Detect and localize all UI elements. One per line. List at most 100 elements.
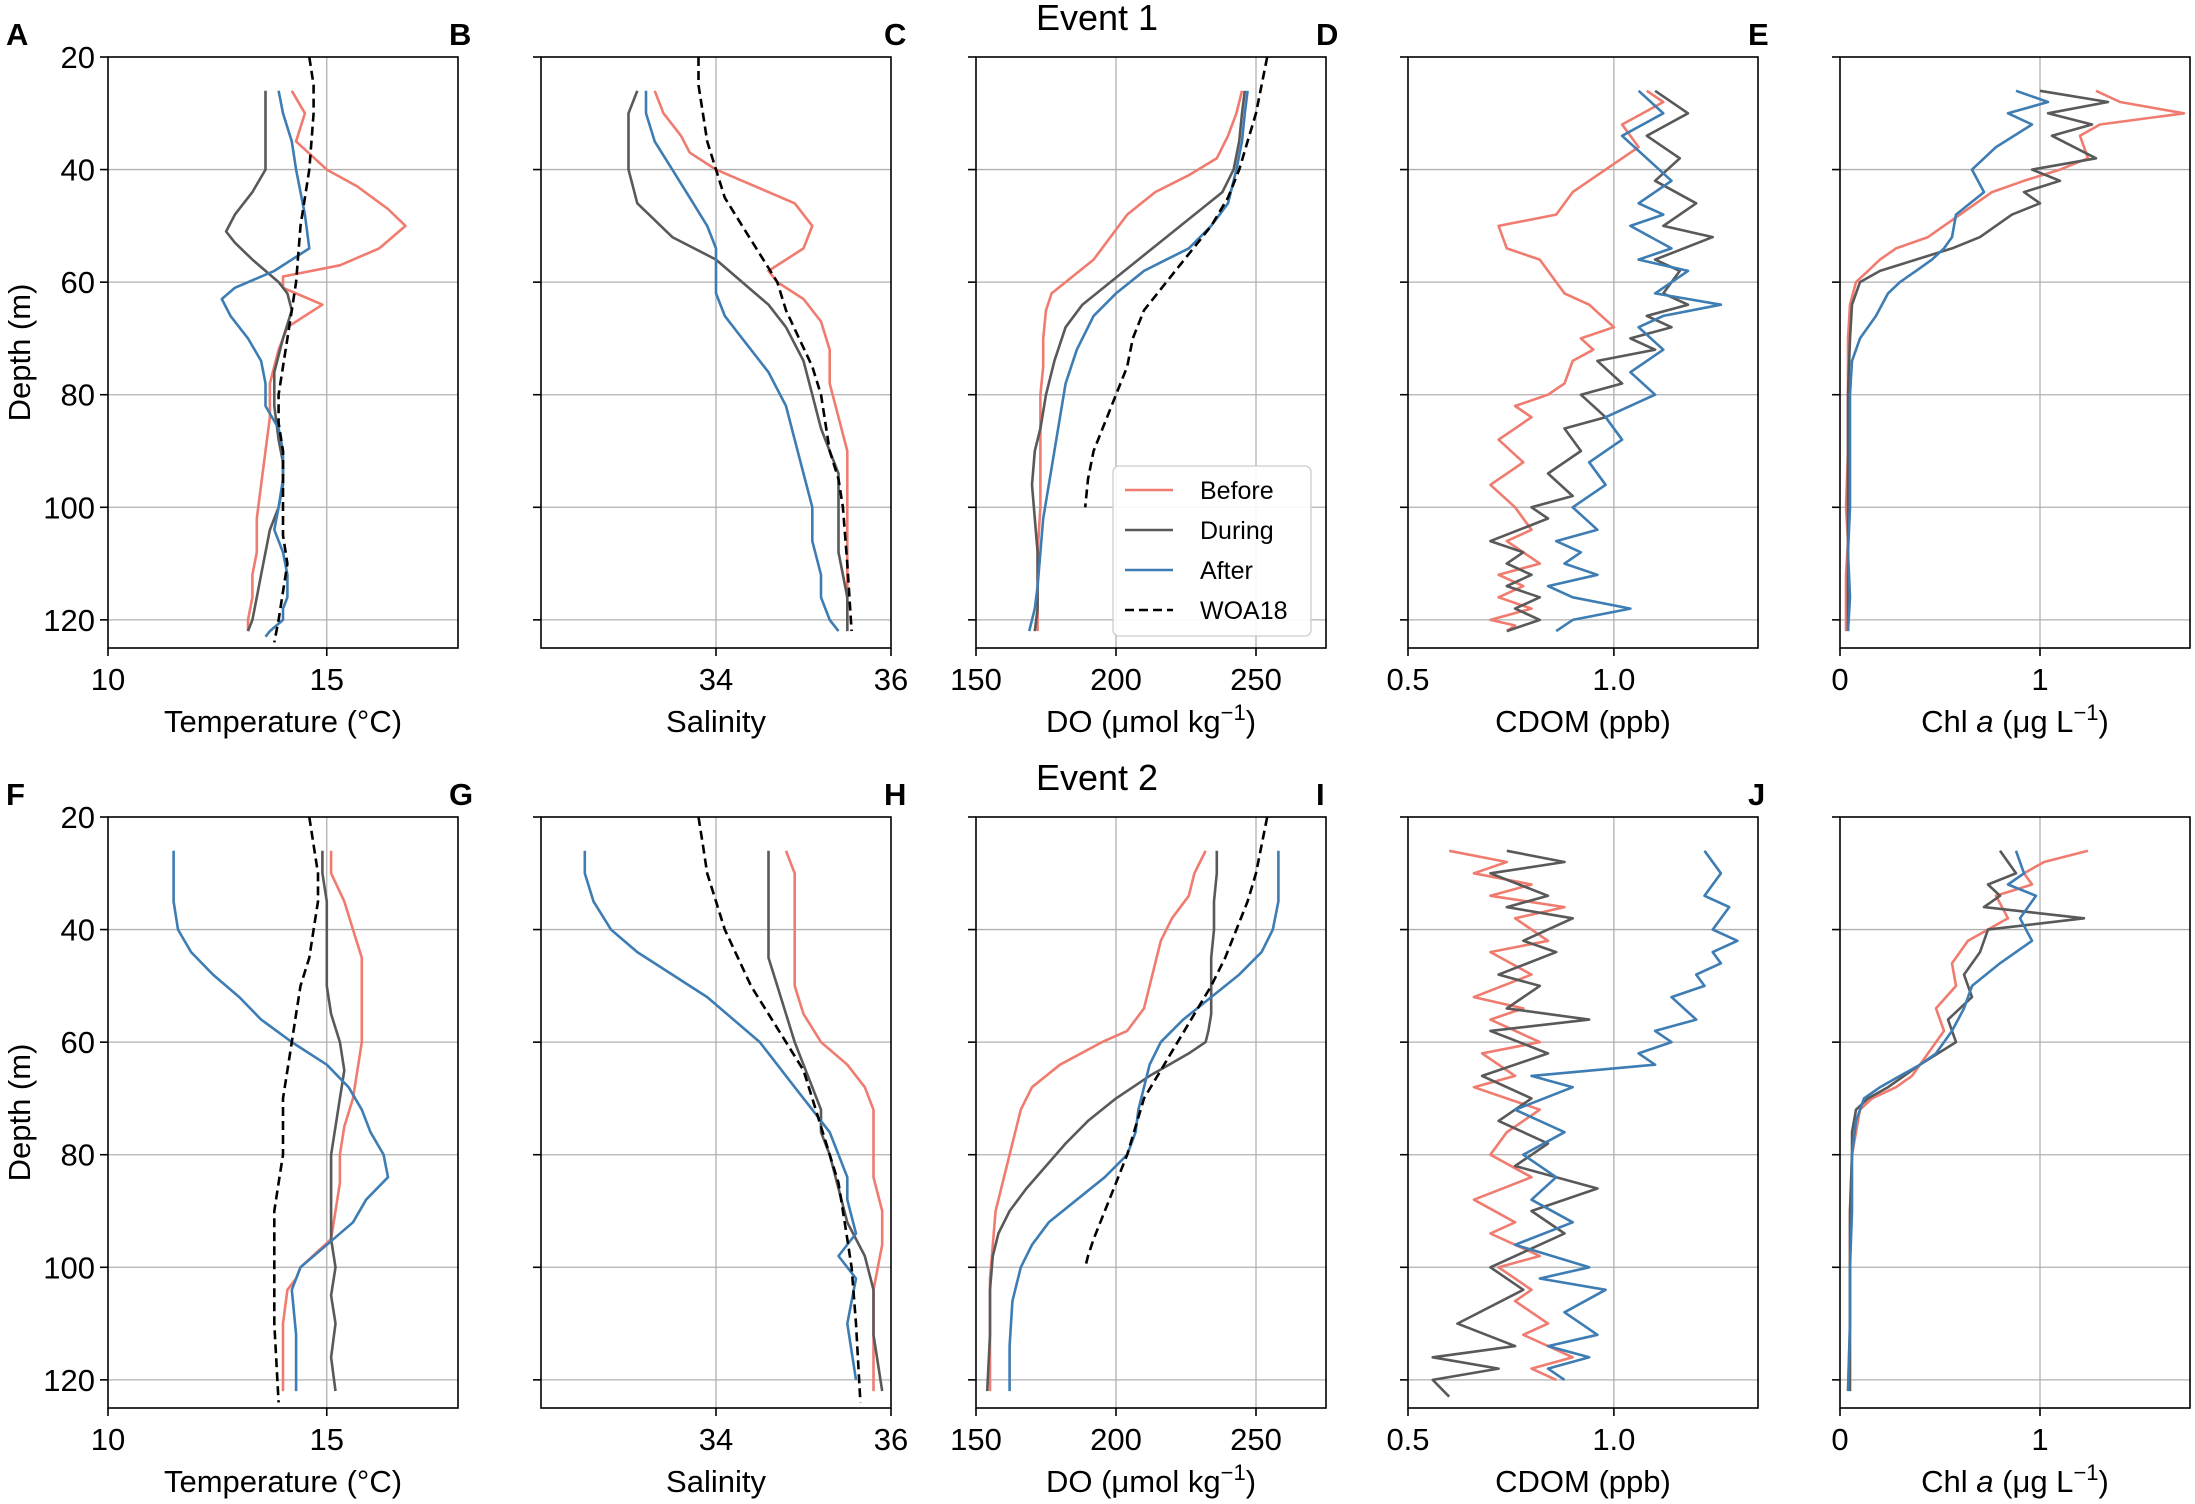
y-tick-label: 40 <box>61 913 95 948</box>
x-tick-label: 10 <box>91 662 125 697</box>
event-title-1: Event 1 <box>1036 0 1158 38</box>
series-during-line <box>627 90 849 632</box>
series-after-line <box>1008 850 1280 1392</box>
series-after-line <box>1846 850 2038 1392</box>
series-before-line <box>1036 90 1244 632</box>
x-tick-label: 36 <box>874 1422 908 1457</box>
x-tick-label: 0.5 <box>1386 662 1429 697</box>
panel-letter-d: D <box>1316 17 1338 52</box>
x-tick-label: 15 <box>310 1422 344 1457</box>
x-tick-label: 15 <box>310 662 344 697</box>
series-before-line <box>653 90 849 632</box>
x-axis-label: Chl a (μg L−1) <box>1921 1460 2109 1499</box>
y-tick-label: 20 <box>61 40 95 75</box>
panel-letter-g: G <box>449 777 473 812</box>
x-tick-label: 10 <box>91 1422 125 1457</box>
series-during-line <box>1846 89 2110 632</box>
x-tick-label: 1.0 <box>1592 662 1635 697</box>
x-axis-label: Temperature (°C) <box>164 704 402 739</box>
x-axis-label: DO (μmol kg−1) <box>1046 700 1256 739</box>
panel-a: 20 40 60 80 100 120 10 15 Temperature (°C) A Depth… <box>2 17 459 739</box>
axes-frame <box>107 816 459 1409</box>
x-tick-label: 150 <box>950 662 1002 697</box>
panel-letter-e: E <box>1748 17 1769 52</box>
legend: Before During After WOA18 <box>1112 465 1312 637</box>
x-tick-label: 1.0 <box>1592 1422 1635 1457</box>
axes-frame <box>1839 816 2191 1409</box>
x-tick-label: 250 <box>1230 662 1282 697</box>
series-woa18-line <box>697 57 853 632</box>
x-tick-label: 1 <box>2031 662 2048 697</box>
series-woa18-line <box>272 817 320 1403</box>
series-during-line <box>1431 849 1599 1398</box>
y-tick-label: 120 <box>43 603 95 638</box>
axes-frame <box>1407 56 1759 649</box>
series-after-line <box>1546 89 1723 633</box>
panel-b: 34 36 Salinity B <box>449 17 908 739</box>
series-after-line <box>220 90 311 638</box>
panel-d: 0.5 1.0 CDOM (ppb) D <box>1316 17 1759 739</box>
series-before-line <box>1846 849 2089 1392</box>
x-tick-label: 1 <box>2031 1422 2048 1457</box>
x-axis-label: CDOM (ppb) <box>1495 1464 1671 1499</box>
series-before-line <box>1448 849 1574 1382</box>
series-before-line <box>784 850 884 1392</box>
series-during-line <box>985 850 1219 1392</box>
series-woa18-line <box>273 57 315 643</box>
series-woa18-line <box>697 817 862 1403</box>
panel-letter-i: I <box>1316 777 1325 812</box>
series-before-line <box>281 850 364 1392</box>
x-tick-label: 0 <box>1831 1422 1848 1457</box>
axes-frame <box>1839 56 2191 649</box>
series-after-line <box>644 90 840 632</box>
series-after-line <box>172 850 390 1392</box>
x-tick-label: 34 <box>699 662 733 697</box>
panel-letter-b: B <box>449 17 471 52</box>
series-before-line <box>1844 89 2186 632</box>
x-axis-label: Temperature (°C) <box>164 1464 402 1499</box>
x-tick-label: 200 <box>1090 662 1142 697</box>
series-during-line <box>1030 90 1247 632</box>
series-during-line <box>1848 850 2086 1392</box>
series-after-line <box>583 850 858 1381</box>
panel-letter-a: A <box>6 17 28 52</box>
series-before-line <box>988 850 1207 1392</box>
x-tick-label: 0.5 <box>1386 1422 1429 1457</box>
axes-frame <box>1407 816 1759 1409</box>
x-tick-label: 200 <box>1090 1422 1142 1457</box>
x-axis-label: Salinity <box>666 704 766 739</box>
x-tick-label: 150 <box>950 1422 1002 1457</box>
panel-letter-h: H <box>884 777 906 812</box>
x-axis-label: Chl a (μg L−1) <box>1921 700 2109 739</box>
legend-label-during: During <box>1200 517 1274 545</box>
y-tick-label: 120 <box>43 1363 95 1398</box>
x-tick-label: 34 <box>699 1422 733 1457</box>
y-tick-label: 80 <box>61 1138 95 1173</box>
panel-f: 20 40 60 80 100 120 10 15 Temperature (°C) F Depth… <box>2 777 459 1499</box>
series-before-line <box>1489 89 1665 633</box>
axes-frame <box>107 56 459 649</box>
x-axis-label: DO (μmol kg−1) <box>1046 1460 1256 1499</box>
series-woa18-line <box>1083 57 1269 508</box>
x-tick-label: 250 <box>1230 1422 1282 1457</box>
panel-letter-f: F <box>6 777 25 812</box>
y-axis-label: Depth (m) <box>2 284 37 422</box>
legend-box <box>1112 465 1312 637</box>
panel-letter-c: C <box>884 17 906 52</box>
y-tick-label: 60 <box>61 265 95 300</box>
y-tick-label: 100 <box>43 490 95 525</box>
series-during-line <box>224 90 294 632</box>
y-tick-label: 80 <box>61 378 95 413</box>
series-after-line <box>1846 89 2050 632</box>
y-axis-label: Depth (m) <box>2 1044 37 1182</box>
legend-label-before: Before <box>1200 477 1274 505</box>
series-before-line <box>246 90 407 632</box>
x-axis-label: CDOM (ppb) <box>1495 704 1671 739</box>
series-after-line <box>1513 850 1739 1381</box>
series-during-line <box>321 850 346 1392</box>
